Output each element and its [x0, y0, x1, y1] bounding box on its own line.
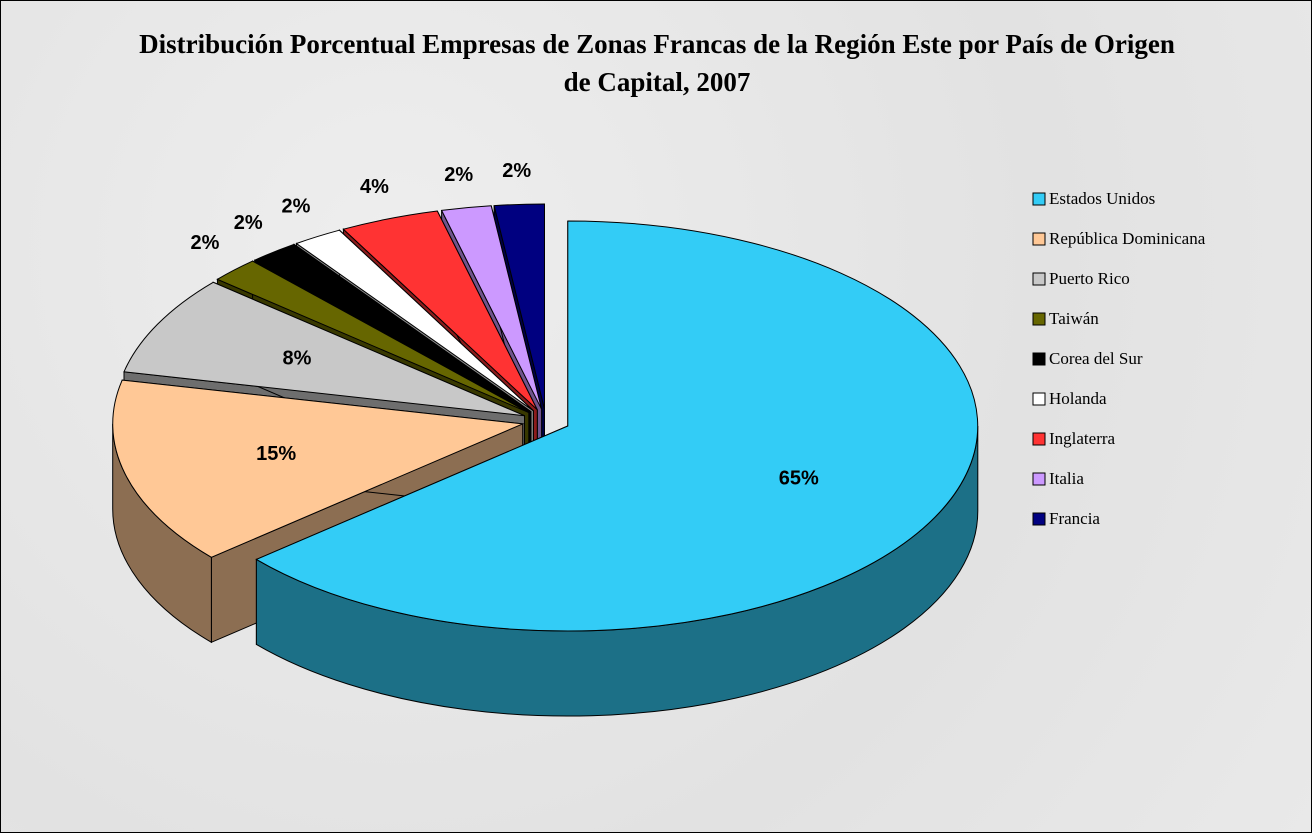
legend-label: Corea del Sur	[1049, 349, 1143, 368]
legend-label: Taiwán	[1049, 309, 1099, 328]
slice	[255, 220, 979, 632]
data-label: 15%	[256, 443, 296, 465]
legend-swatch	[1032, 512, 1046, 526]
slice	[253, 243, 532, 413]
legend-label: Puerto Rico	[1049, 269, 1130, 288]
legend-label: Italia	[1049, 469, 1084, 488]
legend-swatch	[1032, 392, 1046, 406]
data-label: 65%	[779, 467, 819, 489]
slice	[216, 260, 530, 414]
legend-label: Inglaterra	[1049, 429, 1116, 448]
legend-swatch	[1032, 352, 1046, 366]
data-label: 2%	[234, 212, 263, 234]
slice	[295, 229, 534, 412]
slice	[112, 379, 525, 558]
data-label: 2%	[191, 232, 220, 254]
legend-label: República Dominicana	[1049, 229, 1206, 248]
slice	[440, 205, 543, 410]
legend-label: Francia	[1049, 509, 1100, 528]
chart-title: Distribución Porcentual Empresas de Zona…	[139, 29, 1175, 97]
data-label: 2%	[444, 164, 473, 186]
legend-swatch	[1032, 192, 1046, 206]
legend-swatch	[1032, 472, 1046, 486]
legend-swatch	[1032, 232, 1046, 246]
data-label: 8%	[283, 347, 312, 369]
data-label: 2%	[502, 160, 531, 182]
data-label: 2%	[281, 195, 310, 217]
slice	[123, 281, 525, 417]
legend-swatch	[1032, 432, 1046, 446]
legend-swatch	[1032, 312, 1046, 326]
legend-label: Estados Unidos	[1049, 189, 1155, 208]
slice	[342, 210, 538, 411]
legend-swatch	[1032, 272, 1046, 286]
slice	[493, 203, 545, 410]
data-label: 4%	[360, 176, 389, 198]
legend-label: Holanda	[1049, 389, 1107, 408]
